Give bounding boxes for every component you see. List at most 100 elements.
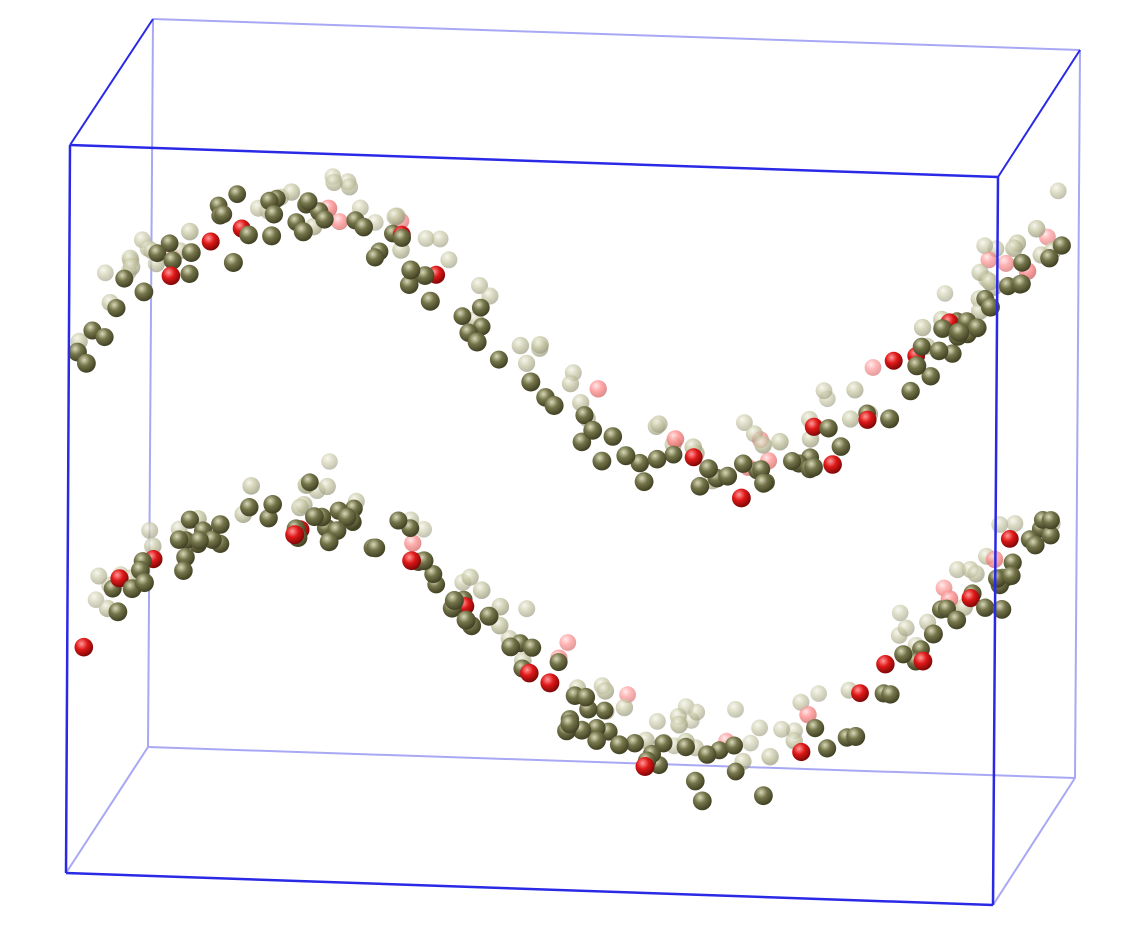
neutral-particle-lower-sheet — [976, 598, 995, 617]
neutral-particle-lower-sheet — [846, 727, 866, 746]
neutral-particle-lower-sheet — [190, 531, 209, 550]
neutral-particle-upper-sheet — [718, 466, 738, 486]
neutral-particle-upper-sheet — [630, 453, 649, 473]
charged-particle-upper-sheet — [589, 380, 607, 398]
neutral-particle-lower-sheet — [726, 762, 745, 781]
charged-particle-lower-sheet — [913, 651, 933, 671]
neutral-particle-lower-sheet — [424, 565, 443, 584]
neutral-particle-lower-sheet — [595, 701, 614, 720]
neutral-particle-lower-sheet — [1002, 566, 1021, 586]
neutral-particle-upper-sheet — [148, 244, 167, 263]
neutral-particle-lower-sheet — [305, 507, 324, 527]
neutral-particle-lower-sheet — [576, 687, 596, 707]
neutral-particle-upper-sheet — [976, 237, 994, 255]
neutral-particle-lower-sheet — [1041, 526, 1060, 545]
neutral-particle-upper-sheet — [841, 410, 860, 428]
neutral-particle-lower-sheet — [108, 602, 128, 622]
neutral-particle-lower-sheet — [321, 453, 338, 470]
charged-particle-lower-sheet — [540, 673, 560, 693]
neutral-particle-lower-sheet — [686, 771, 705, 791]
neutral-particle-lower-sheet — [291, 498, 309, 517]
neutral-particle-lower-sheet — [259, 509, 278, 528]
neutral-particle-lower-sheet — [967, 565, 985, 583]
neutral-particle-upper-sheet — [223, 253, 243, 272]
box-back-edge — [147, 18, 154, 748]
neutral-particle-upper-sheet — [325, 173, 343, 191]
neutral-particle-upper-sheet — [880, 409, 900, 429]
neutral-particle-upper-sheet — [616, 446, 636, 466]
neutral-particle-upper-sheet — [664, 445, 683, 464]
neutral-particle-lower-sheet — [698, 745, 717, 764]
neutral-particle-upper-sheet — [912, 337, 931, 356]
box-front-edge — [65, 871, 994, 907]
neutral-particle-upper-sheet — [471, 298, 490, 317]
neutral-particle-lower-sheet — [90, 567, 108, 585]
neutral-particle-upper-sheet — [647, 449, 667, 469]
neutral-particle-lower-sheet — [810, 685, 827, 702]
neutral-particle-upper-sheet — [819, 419, 838, 438]
neutral-particle-upper-sheet — [1005, 239, 1023, 257]
neutral-particle-upper-sheet — [180, 264, 199, 283]
neutral-particle-lower-sheet — [773, 720, 790, 738]
neutral-particle-lower-sheet — [472, 581, 491, 599]
box-back-edge — [152, 18, 1081, 51]
neutral-particle-upper-sheet — [262, 226, 282, 246]
neutral-particle-upper-sheet — [115, 269, 134, 288]
neutral-particle-upper-sheet — [736, 414, 753, 431]
box-depth-edge — [65, 746, 149, 874]
neutral-particle-upper-sheet — [518, 354, 536, 372]
box-depth-edge — [992, 777, 1076, 906]
box-back-edges — [65, 18, 1081, 906]
neutral-particle-upper-sheet — [771, 432, 789, 451]
neutral-particle-upper-sheet — [699, 459, 718, 479]
neutral-particle-lower-sheet — [242, 477, 260, 495]
charged-particle-upper-sheet — [864, 359, 882, 376]
neutral-particle-lower-sheet — [727, 701, 744, 718]
charged-particle-upper-sheet — [684, 448, 703, 467]
neutral-particle-lower-sheet — [949, 561, 966, 579]
neutral-particle-lower-sheet — [134, 573, 154, 593]
neutral-particle-upper-sheet — [96, 264, 114, 282]
neutral-particle-lower-sheet — [300, 473, 319, 492]
neutral-particle-lower-sheet — [988, 569, 1007, 588]
neutral-particle-upper-sheet — [1012, 274, 1031, 294]
charged-particle-lower-sheet — [635, 757, 655, 776]
neutral-particle-upper-sheet — [575, 406, 594, 425]
neutral-particle-upper-sheet — [181, 222, 199, 241]
neutral-particle-upper-sheet — [754, 436, 772, 454]
charged-particle-lower-sheet — [520, 663, 539, 683]
neutral-particle-lower-sheet — [560, 714, 580, 734]
charged-particle-lower-sheet — [961, 589, 980, 608]
neutral-particle-upper-sheet — [980, 297, 1000, 317]
neutral-particle-upper-sheet — [471, 277, 488, 294]
neutral-particle-upper-sheet — [561, 375, 580, 393]
charged-particle-upper-sheet — [804, 417, 824, 436]
neutral-particle-upper-sheet — [299, 192, 318, 211]
neutral-particle-upper-sheet — [783, 452, 802, 471]
neutral-particle-lower-sheet — [549, 653, 568, 672]
neutral-particle-upper-sheet — [634, 472, 654, 492]
charged-particle-upper-sheet — [201, 232, 220, 251]
neutral-particle-upper-sheet — [401, 260, 421, 280]
neutral-particle-upper-sheet — [754, 473, 774, 493]
neutral-particle-upper-sheet — [440, 251, 458, 269]
neutral-particle-lower-sheet — [692, 791, 712, 811]
neutral-particle-upper-sheet — [531, 336, 549, 354]
neutral-particle-lower-sheet — [180, 510, 199, 529]
neutral-particle-upper-sheet — [420, 291, 440, 311]
neutral-particle-lower-sheet — [461, 568, 479, 586]
neutral-particle-upper-sheet — [901, 381, 920, 401]
neutral-particle-lower-sheet — [654, 734, 673, 753]
neutral-particle-lower-sheet — [649, 713, 666, 730]
neutral-particle-upper-sheet — [981, 273, 999, 291]
neutral-particle-lower-sheet — [670, 715, 688, 734]
charged-particle-lower-sheet — [1000, 530, 1019, 548]
particle-layer — [68, 168, 1071, 811]
neutral-particle-upper-sheet — [921, 367, 940, 386]
neutral-particle-upper-sheet — [392, 228, 411, 247]
neutral-particle-upper-sheet — [417, 230, 435, 247]
neutral-particle-lower-sheet — [174, 561, 193, 580]
box-depth-edge — [69, 18, 154, 146]
charged-particle-upper-sheet — [732, 488, 751, 508]
